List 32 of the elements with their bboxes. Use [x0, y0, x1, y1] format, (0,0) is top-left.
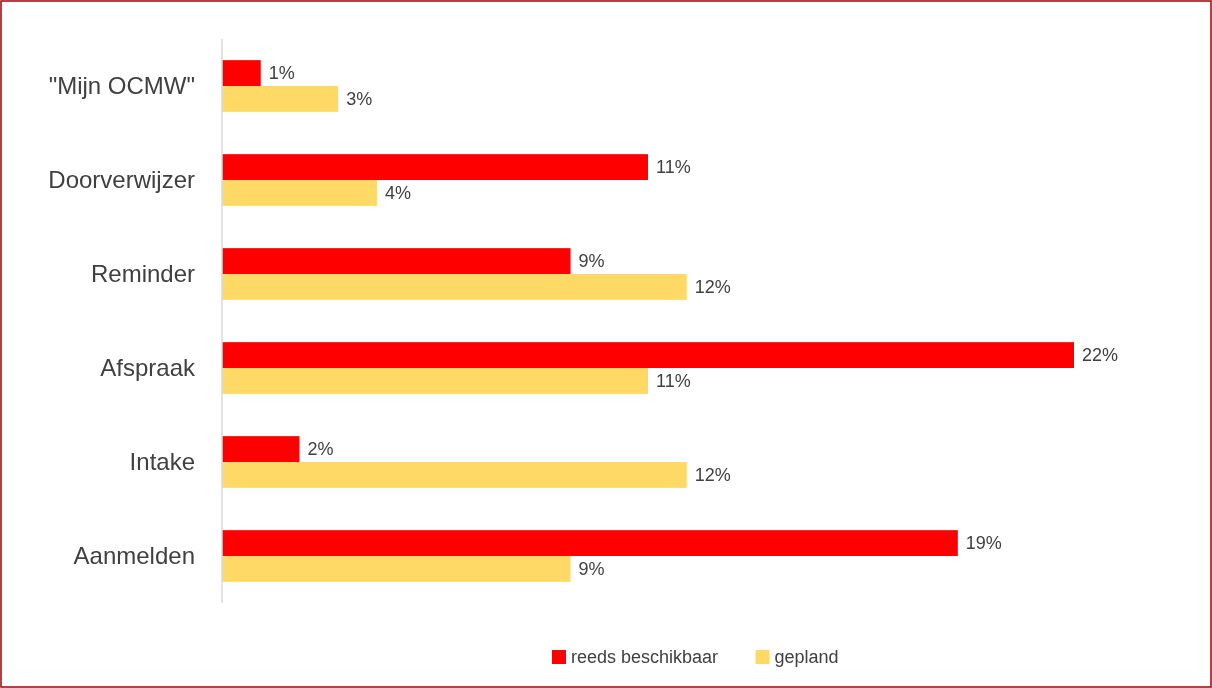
bar: [222, 436, 300, 462]
data-label: 1%: [268, 63, 295, 84]
data-label: 11%: [656, 157, 691, 178]
bar: [222, 60, 261, 86]
data-label: 3%: [346, 89, 373, 110]
bar: [222, 86, 339, 112]
legend-label: reeds beschikbaar: [571, 647, 719, 668]
bar: [222, 248, 571, 274]
data-label: 19%: [965, 533, 1002, 554]
data-label: 11%: [656, 371, 691, 392]
bar: [222, 180, 377, 206]
y-tick-label: "Mijn OCMW": [48, 72, 195, 100]
bar: [222, 274, 687, 300]
data-label: 4%: [384, 183, 411, 204]
bar: [222, 342, 1074, 368]
legend-label: gepland: [774, 647, 839, 668]
y-tick-label: Doorverwijzer: [48, 166, 195, 194]
bar: [222, 154, 648, 180]
y-tick-label: Reminder: [90, 260, 195, 288]
bar: [222, 530, 958, 556]
data-label: 12%: [694, 465, 731, 486]
data-label: 9%: [578, 559, 605, 580]
y-tick-label: Afspraak: [100, 354, 196, 382]
data-label: 22%: [1082, 345, 1119, 366]
bar: [222, 462, 687, 488]
bar: [222, 556, 571, 582]
data-label: 9%: [578, 251, 605, 272]
y-tick-label: Aanmelden: [73, 542, 195, 570]
bar: [222, 368, 648, 394]
data-label: 12%: [694, 277, 731, 298]
data-label: 2%: [307, 439, 334, 460]
y-tick-label: Intake: [129, 448, 195, 476]
